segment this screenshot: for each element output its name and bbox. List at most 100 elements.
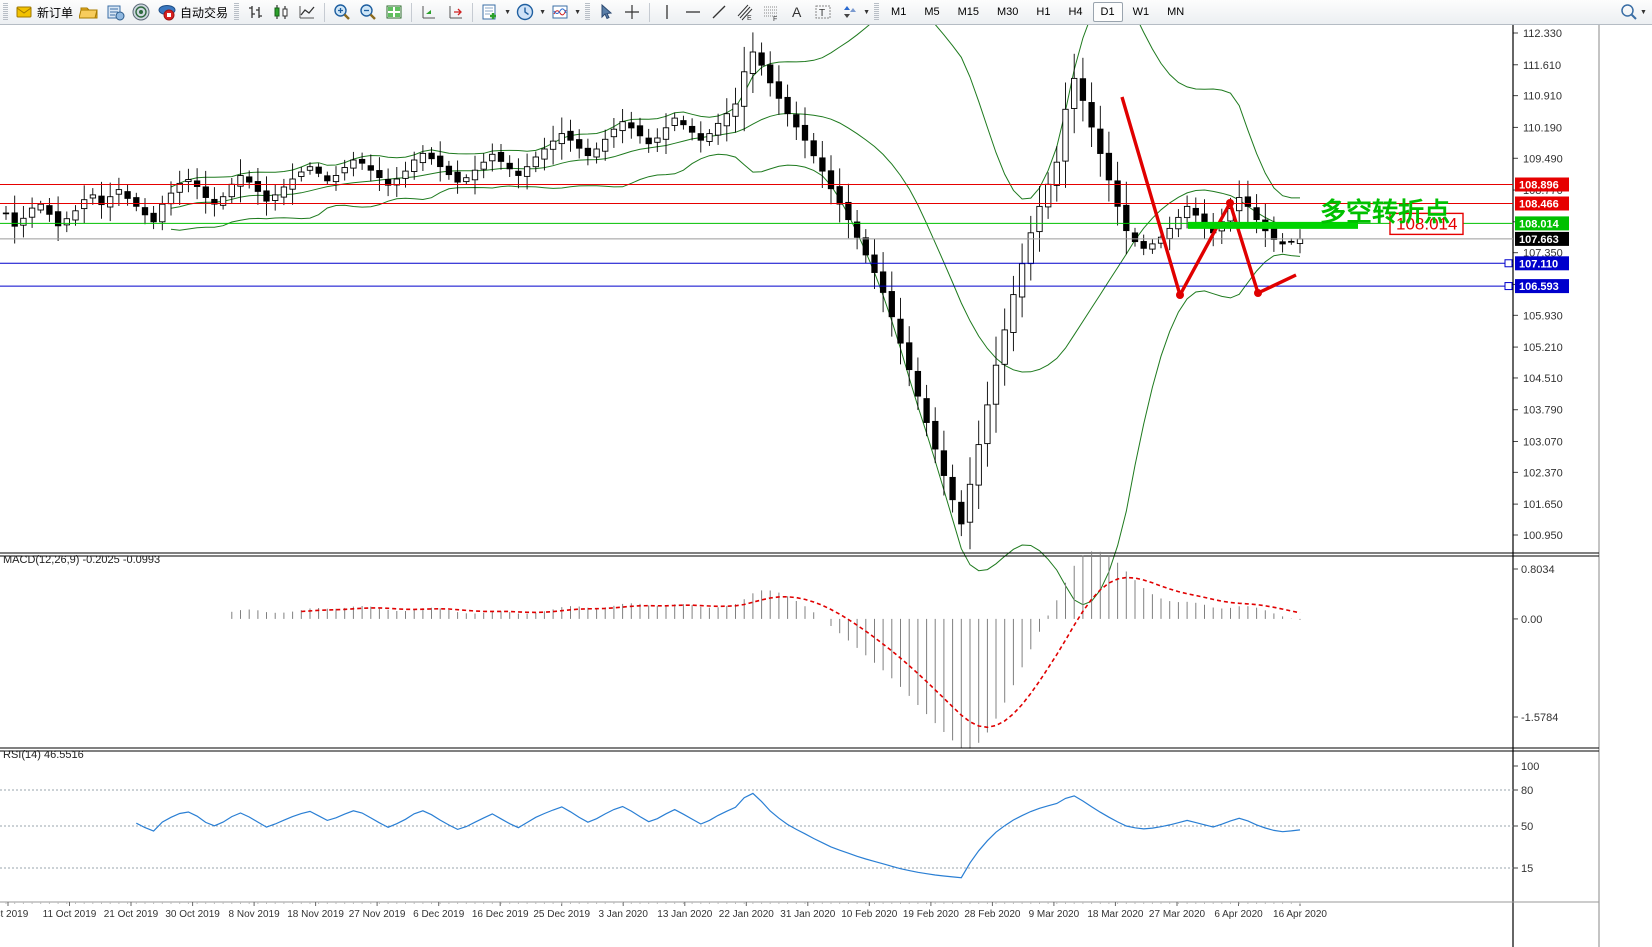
price-tick-label: 103.790 <box>1523 405 1563 417</box>
crosshair-button[interactable] <box>619 1 645 24</box>
new-order-button[interactable]: 新订单 <box>11 1 76 24</box>
shift-icon <box>422 6 436 19</box>
auto-scroll-icon <box>449 6 463 19</box>
period-dropdown-arrow[interactable]: ▼ <box>539 8 546 16</box>
price-level-tags: 108.896 108.466 108.014 107.663 107.110 106.5… <box>1515 177 1569 294</box>
text-button[interactable]: A <box>784 1 810 24</box>
toolbar-grip-2[interactable] <box>234 3 240 21</box>
horizontal-line-button[interactable] <box>680 1 706 24</box>
templates-icon <box>482 4 497 20</box>
timeframe-m5[interactable]: M5 <box>924 6 940 18</box>
date-tick-label: 27 Nov 2019 <box>349 909 406 920</box>
line-chart-button[interactable] <box>294 1 320 24</box>
candlestick-button[interactable] <box>268 1 294 24</box>
text-label-button[interactable]: T <box>810 1 836 24</box>
date-tick-label: 30 Oct 2019 <box>165 909 220 920</box>
price-tag-label: 108.466 <box>1519 199 1559 211</box>
shift-button[interactable] <box>416 1 442 24</box>
toolbar-grip-3[interactable] <box>585 3 591 21</box>
price-callout-box[interactable] <box>1389 212 1464 236</box>
date-tick-label: 18 Nov 2019 <box>287 909 344 920</box>
price-tick-label: 103.070 <box>1523 436 1563 448</box>
price-tag-107.663[interactable] <box>1515 231 1569 246</box>
autotrade-label: 自动交易 <box>180 5 229 20</box>
price-tick-label: 102.370 <box>1523 467 1563 479</box>
price-tag-label: 108.014 <box>1519 218 1560 230</box>
date-tick-label: 6 Dec 2019 <box>413 909 465 920</box>
price-tag-107.110[interactable] <box>1515 256 1569 271</box>
rsi-label: RSI(14) 46.5516 <box>3 749 84 761</box>
level-handle <box>1504 282 1513 291</box>
macd-tick-label: 0.8034 <box>1521 564 1555 576</box>
bar-chart-button[interactable] <box>242 1 268 24</box>
hline-icon <box>686 11 701 13</box>
price-tag-108.896[interactable] <box>1515 177 1569 192</box>
price-tag-106.593[interactable] <box>1515 279 1569 294</box>
zigzag-vertex <box>1254 289 1262 297</box>
timeframe-w1[interactable]: W1 <box>1132 6 1150 18</box>
search-dropdown-arrow[interactable]: ▼ <box>1640 8 1647 16</box>
price-tick-label: 101.650 <box>1523 499 1563 511</box>
chart-canvas[interactable]: 112.330111.610110.910110.190109.490108.7… <box>0 25 1652 947</box>
price-tick-label: 111.610 <box>1523 60 1561 72</box>
macd-tick-label: 0.00 <box>1521 614 1542 626</box>
candlestick-icon <box>274 5 288 19</box>
trendline-button[interactable] <box>706 1 732 24</box>
open-data-button[interactable] <box>102 1 128 24</box>
svg-text:T: T <box>819 8 825 19</box>
timeframe-m15[interactable]: M15 <box>957 6 979 18</box>
auto-scroll-button[interactable] <box>442 1 468 24</box>
shapes-button[interactable] <box>836 1 862 24</box>
line-chart-icon <box>299 6 315 19</box>
fibo-button[interactable]: F <box>758 1 784 24</box>
toolbar-separator-4 <box>649 2 651 22</box>
price-tag-108.014[interactable] <box>1515 216 1569 231</box>
price-tick-label: 100.950 <box>1523 530 1563 542</box>
zoom-out-icon <box>360 4 376 20</box>
templates-button[interactable] <box>477 1 503 24</box>
date-tick-label: 11 Oct 2019 <box>43 909 97 920</box>
period-icon <box>516 3 534 21</box>
price-tag-label: 107.110 <box>1519 258 1558 270</box>
autotrade-button[interactable]: 自动交易 <box>154 1 231 24</box>
templates-dropdown-arrow[interactable]: ▼ <box>504 8 511 16</box>
cursor-button[interactable] <box>593 1 619 24</box>
rsi-tick-label: 15 <box>1521 863 1533 875</box>
timeframe-m1[interactable]: M1 <box>891 6 907 18</box>
period-button[interactable] <box>512 1 538 24</box>
equidistant-channel-button[interactable]: E <box>732 1 758 24</box>
toolbar-separator-3 <box>472 2 474 22</box>
price-tag-108.466[interactable] <box>1515 196 1569 211</box>
cursor-icon <box>601 3 613 20</box>
macd-label: MACD(12,26,9) -0.2025 -0.0993 <box>3 554 160 566</box>
macd-tick-label: -1.5784 <box>1521 712 1558 724</box>
signal-icon <box>132 3 150 21</box>
svg-text:E: E <box>747 15 752 22</box>
timeframe-h4[interactable]: H4 <box>1068 6 1083 18</box>
rsi-line <box>136 792 1301 879</box>
zoom-in-button[interactable] <box>329 1 355 24</box>
shapes-dropdown-arrow[interactable]: ▼ <box>863 8 870 16</box>
text-label-icon: T <box>815 5 831 19</box>
indicators-dropdown-arrow[interactable]: ▼ <box>574 8 581 16</box>
chart-area[interactable]: 112.330111.610110.910110.190109.490108.7… <box>0 25 1652 947</box>
toolbar-grip[interactable] <box>3 3 8 21</box>
date-tick-label: 19 Feb 2020 <box>903 909 960 920</box>
folder-button[interactable] <box>76 1 102 24</box>
date-tick-label: 10 Feb 2020 <box>841 909 898 920</box>
timeframe-mn[interactable]: MN <box>1167 6 1185 18</box>
timeframe-d1[interactable]: D1 <box>1092 2 1123 22</box>
timeframe-h1[interactable]: H1 <box>1036 6 1051 18</box>
rsi-tick-label: 50 <box>1521 821 1533 833</box>
search-icon[interactable] <box>1619 2 1639 22</box>
turning-point-annotation: 多空转折点 <box>1320 197 1450 228</box>
date-tick-label: 3 Jan 2020 <box>598 909 648 920</box>
grid-button[interactable] <box>381 1 407 24</box>
toolbar-right-group: ▼ <box>1619 2 1648 22</box>
zoom-out-button[interactable] <box>355 1 381 24</box>
toolbar-grip-4[interactable] <box>874 3 880 21</box>
timeframe-m30[interactable]: M30 <box>997 6 1019 18</box>
indicators-button[interactable] <box>547 1 573 24</box>
signal-button[interactable] <box>128 1 154 24</box>
vertical-line-button[interactable] <box>654 1 680 24</box>
